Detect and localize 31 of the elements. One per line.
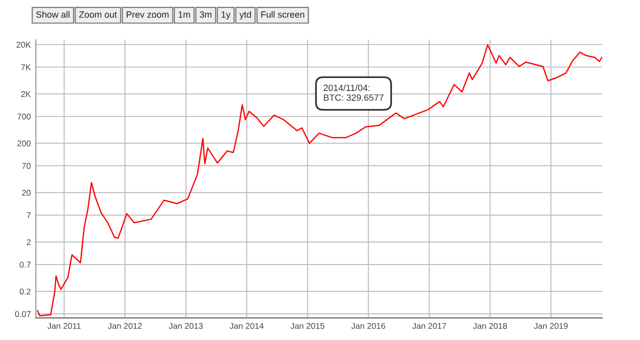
- text: 3m: [200, 11, 212, 18]
- y-tick-label: 7: [26, 212, 31, 218]
- y-tick-label: 70: [22, 162, 31, 169]
- x-tick-label: Jan 2015: [290, 322, 324, 329]
- y-tick-label: 200: [17, 140, 31, 146]
- text: ytd: [239, 11, 251, 20]
- x-tick-label: Jan 2018: [473, 322, 507, 329]
- x-tick-label: Jan 2012: [108, 322, 142, 329]
- text: 1y: [222, 11, 230, 20]
- x-tick-label: Jan 2014: [230, 322, 264, 329]
- text: Full screen: [261, 11, 304, 18]
- y-tick-label: 20K: [16, 42, 31, 48]
- annotation: 2014/11/04: BTC: 329.6577: [324, 84, 384, 101]
- x-tick-label: Jan 2011: [47, 322, 81, 329]
- y-tick-label: 700: [18, 114, 31, 120]
- x-tick-label: Jan 2017: [412, 322, 446, 329]
- text: Zoom out: [79, 11, 117, 18]
- x-tick-label: Jan 2013: [168, 322, 203, 329]
- x-tick-label: Jan 2016: [351, 322, 386, 329]
- y-tick-label: 2: [26, 239, 31, 246]
- x-tick-label: Jan 2019: [534, 322, 568, 329]
- text: Show all: [36, 11, 70, 18]
- y-tick-label: 20: [22, 190, 31, 196]
- y-tick-label: 0.07: [15, 311, 31, 317]
- y-tick-label: 0.2: [20, 288, 31, 294]
- text: 1m: [178, 11, 190, 18]
- y-tick-label: 7K: [21, 64, 31, 70]
- text: Prev zoom: [126, 11, 169, 18]
- line-series: [37, 44, 602, 316]
- y-tick-label: 2K: [21, 91, 31, 97]
- y-tick-label: 0.7: [20, 262, 31, 268]
